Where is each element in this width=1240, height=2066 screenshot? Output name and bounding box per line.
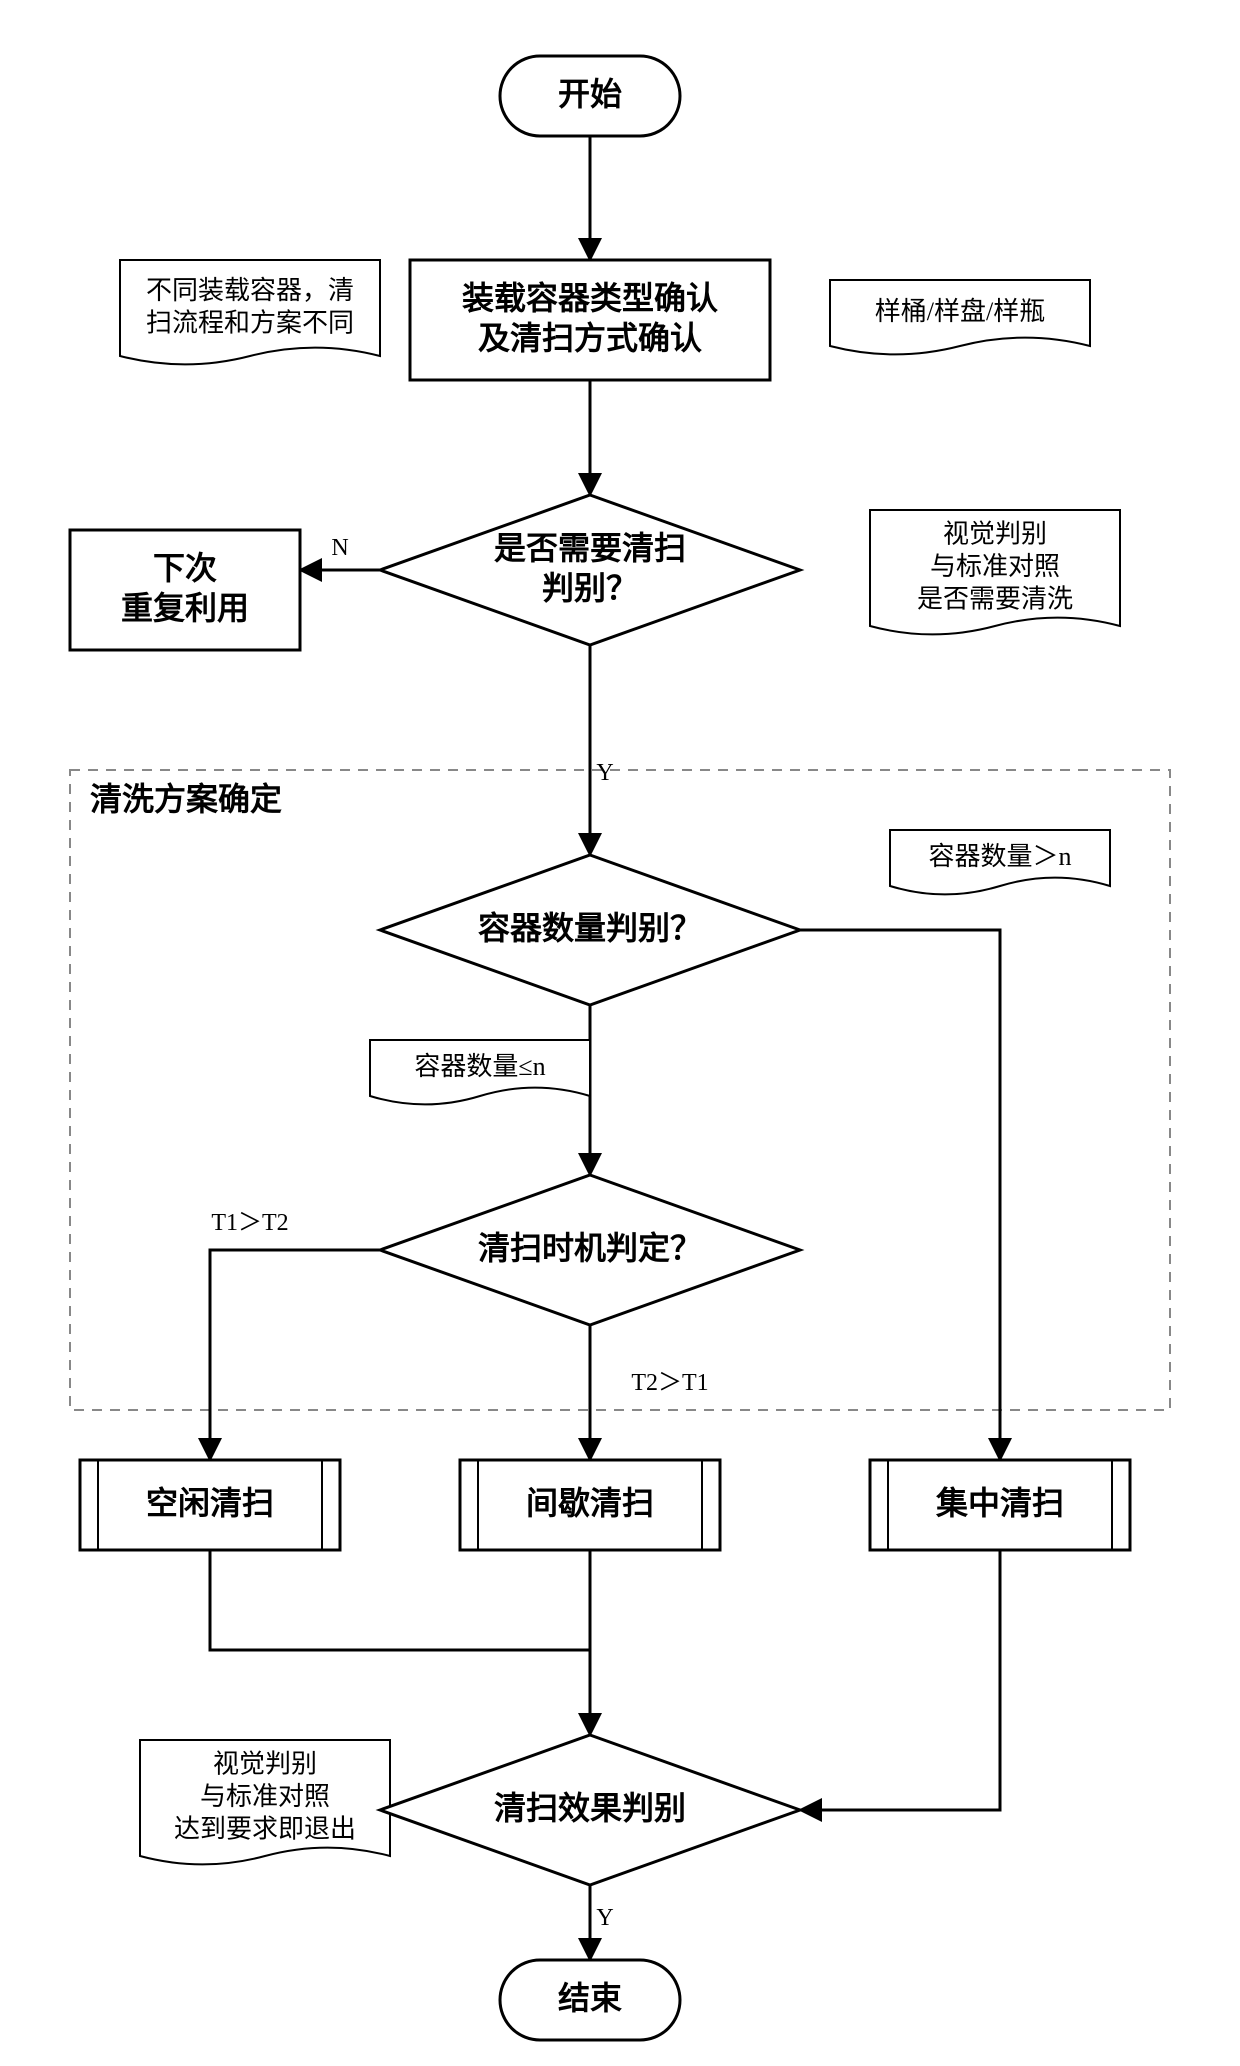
svg-text:容器数量＞n: 容器数量＞n <box>928 842 1071 871</box>
svg-text:重复利用: 重复利用 <box>121 590 249 626</box>
svg-text:达到要求即退出: 达到要求即退出 <box>174 1815 356 1844</box>
node-dec3: 清扫时机判定？ <box>380 1175 800 1325</box>
node-dec4: 清扫效果判别 <box>380 1735 800 1885</box>
edge-e_conc_dec4 <box>800 1550 1000 1810</box>
svg-text:集中清扫: 集中清扫 <box>935 1485 1064 1521</box>
svg-text:不同装载容器，清: 不同装载容器，清 <box>146 276 354 305</box>
svg-text:容器数量≤n: 容器数量≤n <box>414 1052 545 1081</box>
svg-text:样桶/样盘/样瓶: 样桶/样盘/样瓶 <box>875 297 1045 326</box>
svg-text:结束: 结束 <box>558 1980 622 2016</box>
edge-label-e_dec4_end: Y <box>596 1905 613 1931</box>
node-dec2: 容器数量判别？ <box>380 855 800 1005</box>
edge-e_idle_merge <box>210 1550 590 1650</box>
svg-text:视觉判别: 视觉判别 <box>943 520 1047 549</box>
svg-text:清扫时机判定？: 清扫时机判定？ <box>478 1230 702 1266</box>
svg-text:间歇清扫: 间歇清扫 <box>526 1485 654 1521</box>
svg-text:视觉判别: 视觉判别 <box>213 1750 317 1779</box>
svg-text:判别？: 判别？ <box>542 570 638 606</box>
edge-e_dec2_conc <box>800 930 1000 1460</box>
edge-label-e_dec3_idle: T1＞T2 <box>211 1210 288 1236</box>
edge-label-e_dec1_reuse: N <box>331 535 348 561</box>
group-label: 清洗方案确定 <box>90 781 282 817</box>
node-reuse: 下次重复利用 <box>70 530 300 650</box>
svg-text:与标准对照: 与标准对照 <box>930 552 1060 581</box>
node-start: 开始 <box>500 56 680 136</box>
edges-layer: N Y T1＞T2 T2＞T1 Y <box>210 136 1000 1960</box>
edge-label-e_dec3_inter: T2＞T1 <box>631 1370 708 1396</box>
svg-text:及清扫方式确认: 及清扫方式确认 <box>478 320 702 356</box>
svg-text:下次: 下次 <box>153 550 217 586</box>
svg-text:是否需要清扫: 是否需要清扫 <box>494 530 686 566</box>
svg-text:是否需要清洗: 是否需要清洗 <box>917 585 1073 614</box>
svg-text:清扫效果判别: 清扫效果判别 <box>494 1790 686 1826</box>
node-conc: 集中清扫 <box>870 1460 1130 1550</box>
flowchart-canvas: 清洗方案确定 N Y T1＞T2 T2＞T1 Y 不同装载容器，清扫流程和方案不同 样桶/样盘… <box>0 0 1240 2066</box>
node-dec1: 是否需要清扫判别？ <box>380 495 800 645</box>
edge-label-e_dec1_dec2: Y <box>596 760 613 786</box>
svg-text:与标准对照: 与标准对照 <box>200 1782 330 1811</box>
node-inter: 间歇清扫 <box>460 1460 720 1550</box>
svg-text:容器数量判别？: 容器数量判别？ <box>478 910 702 946</box>
node-end: 结束 <box>500 1960 680 2040</box>
edge-e_dec3_idle <box>210 1250 380 1460</box>
svg-text:空闲清扫: 空闲清扫 <box>146 1485 274 1521</box>
node-proc1: 装载容器类型确认及清扫方式确认 <box>410 260 770 380</box>
svg-text:扫流程和方案不同: 扫流程和方案不同 <box>146 308 354 337</box>
svg-text:开始: 开始 <box>558 76 622 112</box>
node-idle: 空闲清扫 <box>80 1460 340 1550</box>
svg-text:装载容器类型确认: 装载容器类型确认 <box>462 280 718 316</box>
